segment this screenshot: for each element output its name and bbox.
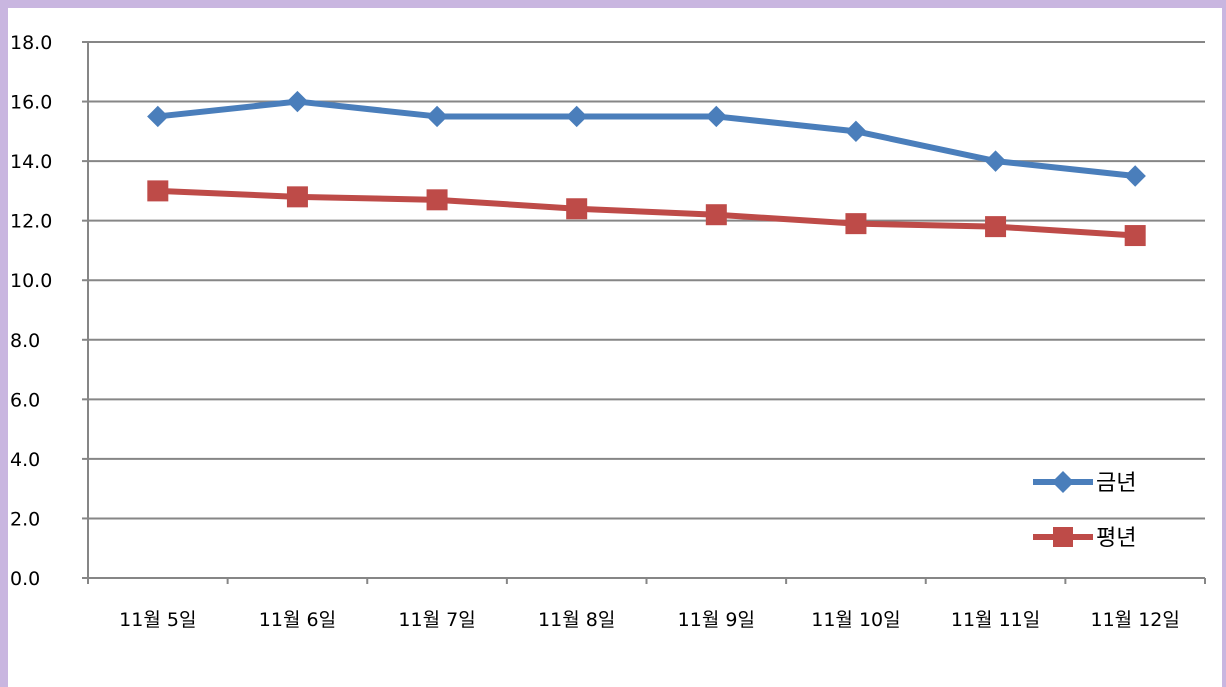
x-axis-ticks: 11월 5일 11월 6일 11월 7일 11월 8일 11월 9일 11월 10일 11월… xyxy=(87,578,1206,631)
y-tick-label: 14.0 xyxy=(10,151,52,173)
legend-marker-square xyxy=(1053,527,1073,547)
legend-label: 평년 xyxy=(1096,526,1136,551)
data-point-square[interactable] xyxy=(705,204,727,226)
data-point-diamond[interactable] xyxy=(426,105,448,128)
data-point-diamond[interactable] xyxy=(1124,165,1146,187)
y-tick-label: 4.0 xyxy=(10,449,40,471)
data-point-diamond[interactable] xyxy=(565,105,588,128)
data-point-square[interactable] xyxy=(845,213,867,235)
x-tick-label: 11월 6일 xyxy=(259,609,336,631)
data-point-diamond[interactable] xyxy=(984,150,1007,172)
x-tick-label: 11월 12일 xyxy=(1091,609,1180,631)
axes xyxy=(87,42,1205,579)
x-tick-label: 11월 9일 xyxy=(678,609,755,631)
y-tick-label: 2.0 xyxy=(10,508,40,530)
y-tick-label: 18.0 xyxy=(10,32,52,54)
y-axis-ticks: 0.0 2.0 4.0 6.0 8.0 10.0 12.0 14.0 16.0 18.0 xyxy=(10,32,88,590)
legend-marker-diamond xyxy=(1052,471,1074,493)
legend-item-1[interactable]: 평년 xyxy=(1033,526,1136,551)
data-point-square[interactable] xyxy=(985,216,1007,238)
y-tick-label: 12.0 xyxy=(10,211,52,233)
x-tick-label: 11월 11일 xyxy=(951,609,1040,631)
x-tick-label: 11월 5일 xyxy=(119,609,196,631)
y-tick-label: 16.0 xyxy=(10,92,52,114)
data-point-square[interactable] xyxy=(147,180,169,202)
data-point-square[interactable] xyxy=(426,189,448,211)
legend-label: 금년 xyxy=(1096,471,1136,496)
y-tick-label: 0.0 xyxy=(10,568,40,590)
y-tick-label: 6.0 xyxy=(10,389,40,411)
data-point-square[interactable] xyxy=(1124,225,1146,247)
y-tick-label: 8.0 xyxy=(10,330,40,352)
series-line xyxy=(157,98,1136,179)
series-1 xyxy=(147,180,1146,247)
legend-item-0[interactable]: 금년 xyxy=(1033,471,1136,496)
x-tick-label: 11월 8일 xyxy=(538,609,615,631)
x-tick-label: 11월 10일 xyxy=(811,609,900,631)
data-point-diamond[interactable] xyxy=(147,105,169,128)
data-point-diamond[interactable] xyxy=(845,120,867,143)
data-point-diamond[interactable] xyxy=(286,90,309,113)
y-tick-label: 10.0 xyxy=(10,270,52,292)
data-point-diamond[interactable] xyxy=(705,105,728,128)
legend: 금년 평년 xyxy=(1033,471,1136,551)
series-0 xyxy=(147,90,1146,187)
data-point-square[interactable] xyxy=(286,186,308,208)
series-line xyxy=(157,187,1136,239)
x-tick-label: 11월 7일 xyxy=(398,609,475,631)
data-point-square[interactable] xyxy=(566,198,588,220)
data-series xyxy=(147,90,1146,247)
